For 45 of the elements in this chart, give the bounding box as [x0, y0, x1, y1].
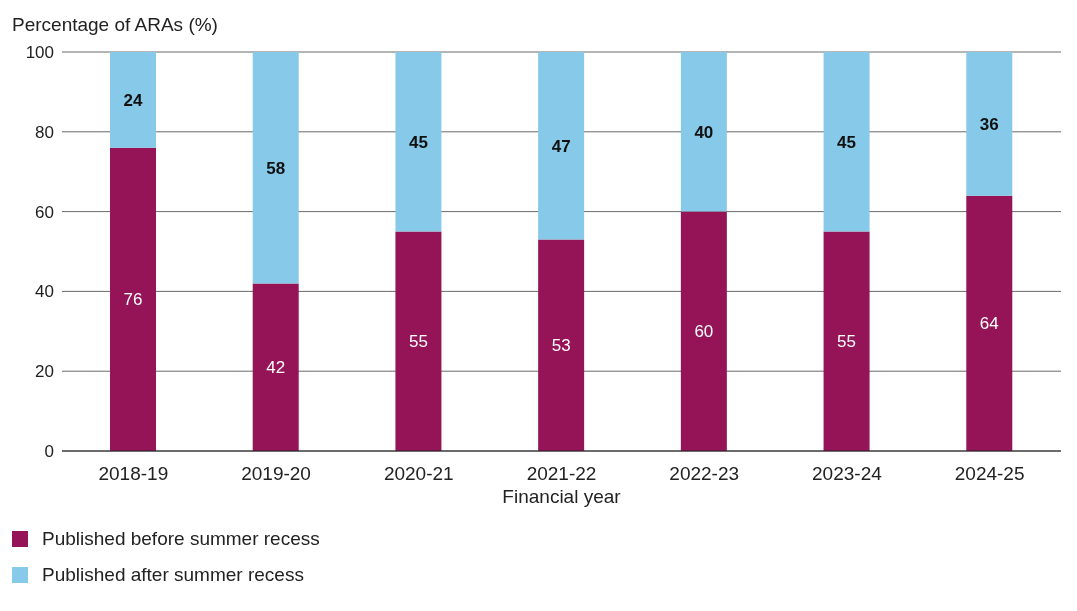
bar [538, 52, 585, 240]
data-label: 53 [551, 336, 571, 356]
bar [680, 211, 727, 451]
bar [395, 231, 442, 451]
data-label: 45 [408, 132, 428, 152]
legend-label: Published before summer recess [42, 528, 320, 550]
x-tick-label: 2021-22 [526, 463, 597, 485]
y-tick-label: 80 [35, 122, 54, 142]
data-label: 64 [979, 314, 999, 334]
bar [823, 231, 870, 451]
y-tick-label: 40 [35, 282, 54, 302]
x-axis-title: Financial year [502, 486, 622, 507]
bar [110, 147, 156, 451]
y-tick-label: 20 [35, 362, 54, 382]
data-label: 55 [408, 332, 428, 352]
y-tick-label: 60 [35, 202, 54, 222]
y-axis-title: Percentage of ARAs (%) [12, 14, 218, 36]
x-tick-label: 2023-24 [812, 463, 883, 485]
data-label: 40 [694, 122, 714, 142]
bar [966, 195, 1013, 451]
data-label: 58 [266, 158, 286, 178]
x-tick-label: 2018-19 [98, 463, 169, 485]
data-label: 47 [551, 136, 571, 156]
y-tick-label: 100 [25, 43, 54, 63]
data-label: 45 [837, 132, 857, 152]
y-tick-label: 0 [44, 442, 54, 462]
x-tick-label: 2020-21 [383, 463, 454, 485]
bar [252, 52, 299, 284]
bar [110, 52, 156, 148]
bar [252, 283, 299, 451]
x-tick-label: 2022-23 [669, 463, 740, 485]
data-label: 60 [694, 322, 714, 342]
bar [680, 52, 727, 212]
x-tick-label: 2024-25 [954, 463, 1025, 485]
bar [966, 52, 1013, 196]
bar [823, 52, 870, 232]
data-label: 24 [123, 90, 143, 110]
data-label: 42 [266, 358, 286, 378]
bar [538, 239, 585, 451]
data-label: 55 [837, 332, 857, 352]
data-label: 76 [123, 290, 143, 310]
legend-label: Published after summer recess [42, 564, 304, 586]
bar [395, 52, 442, 232]
x-tick-label: 2019-20 [241, 463, 311, 485]
data-label: 36 [979, 114, 999, 134]
